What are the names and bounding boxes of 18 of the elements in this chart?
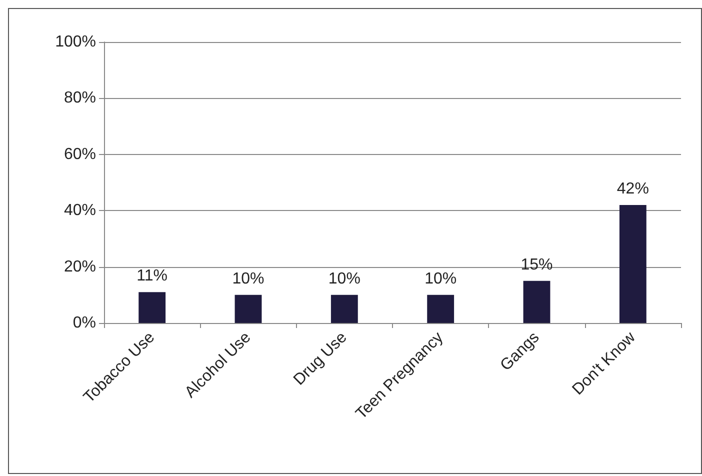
data-label: 10% [328,270,360,288]
y-tick-label: 60% [64,146,96,163]
data-label: 10% [232,270,264,288]
y-tick-label: 80% [64,90,96,107]
y-tick-label: 0% [72,314,96,332]
bar [523,280,550,323]
data-label: 42% [616,180,649,198]
y-tick-label: 100% [55,34,96,50]
data-label: 11% [136,268,168,285]
y-tick-label: 40% [64,202,96,220]
bar [427,294,454,323]
bar [138,292,166,323]
data-label: 10% [424,270,457,288]
bar [330,294,358,323]
y-tick-label: 20% [64,258,96,276]
bar [619,204,646,323]
bar [234,294,262,323]
data-label: 15% [520,256,553,274]
